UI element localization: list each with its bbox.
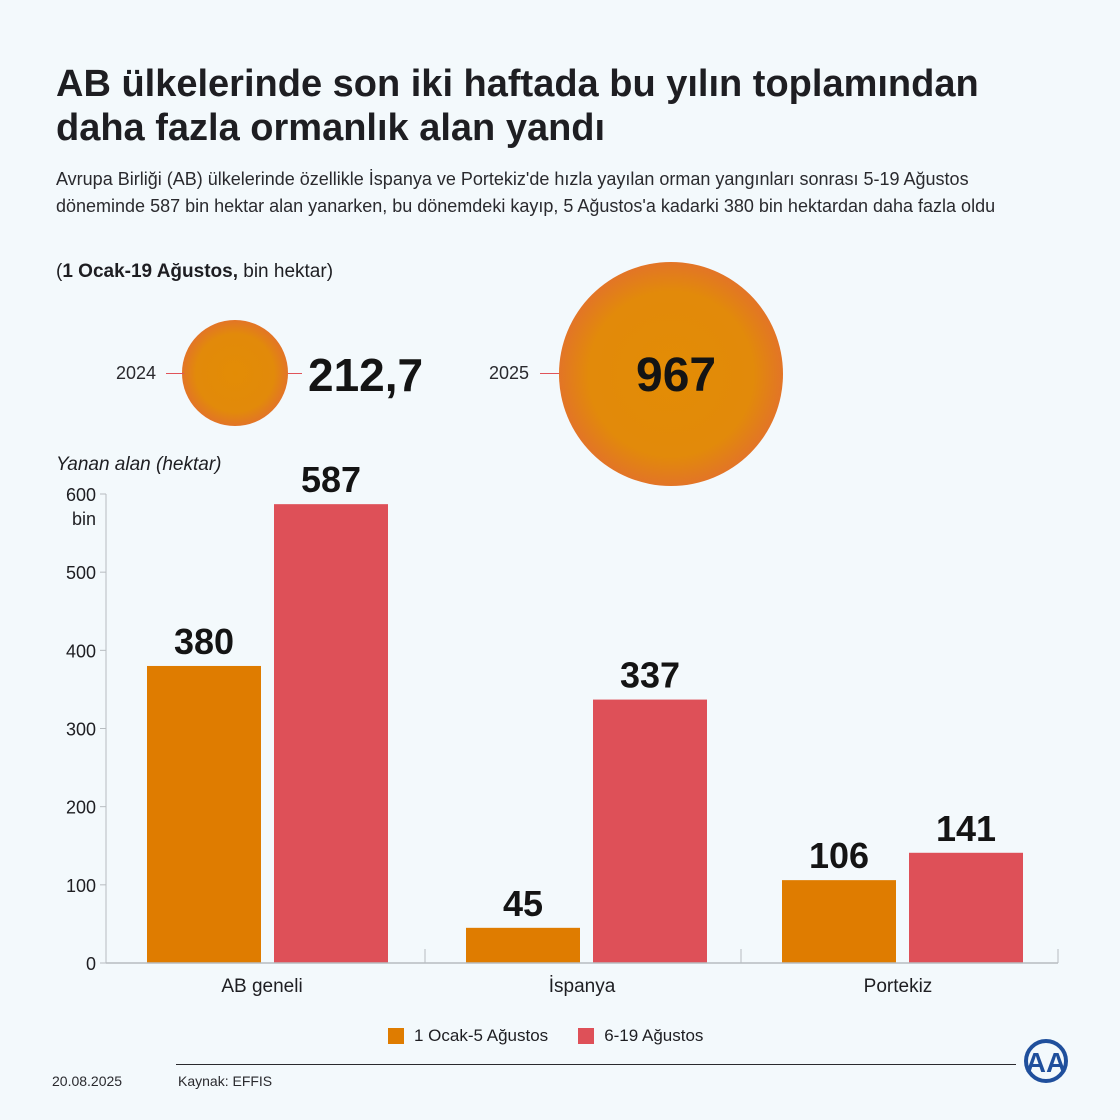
legend-swatch-series2	[578, 1028, 595, 1044]
bubble-2024-value: 212,7	[308, 349, 424, 401]
bubble-2024-right-tick	[288, 373, 302, 374]
x-category-label: Portekiz	[864, 976, 933, 997]
y-tick-label: 600	[66, 485, 96, 505]
bubble-2024	[182, 320, 288, 426]
legend-item-series2: 6-19 Ağustos	[578, 1026, 703, 1046]
footer-divider	[176, 1064, 1016, 1065]
unit-note: (1 Ocak-19 Ağustos, bin hektar)	[56, 260, 333, 284]
y-axis-unit-label: bin	[72, 509, 96, 529]
bar	[909, 852, 1023, 963]
bubble-2025	[559, 262, 783, 486]
bars: 380 587 45 337 106 141	[147, 459, 1023, 963]
bubble-2025-value: 967	[636, 349, 717, 402]
y-axis: 0 100 200 300 400 500 600 bin	[66, 485, 107, 974]
bar-value-label: 337	[620, 655, 680, 696]
aa-logo: AA	[1024, 1039, 1068, 1083]
bar-value-label: 106	[809, 835, 869, 876]
x-axis: AB geneli İspanya Portekiz	[106, 949, 1059, 997]
bar	[147, 665, 261, 963]
x-category-label: AB geneli	[221, 976, 302, 997]
y-tick-label: 0	[86, 954, 96, 974]
y-tick-label: 100	[66, 876, 96, 896]
legend-label-series2: 6-19 Ağustos	[604, 1026, 704, 1045]
y-tick-label: 400	[66, 641, 96, 661]
y-tick-label: 500	[66, 563, 96, 583]
bar-value-label: 141	[936, 808, 996, 849]
bubble-2024-year: 2024	[116, 363, 157, 383]
y-tick-label: 200	[66, 798, 96, 818]
unit-note-period: 1 Ocak-19 Ağustos,	[62, 261, 238, 282]
bar-value-label: 587	[301, 459, 361, 500]
bar-value-label: 45	[503, 883, 543, 924]
x-category-label: İspanya	[549, 976, 616, 997]
bar-chart: Yanan alan (hektar) 0 100 200 300 400 500 600 b…	[56, 454, 1059, 997]
y-axis-title: Yanan alan (hektar)	[56, 454, 221, 475]
footer-date: 20.08.2025	[52, 1073, 123, 1089]
legend-label-series1: 1 Ocak-5 Ağustos	[414, 1026, 549, 1045]
legend: 1 Ocak-5 Ağustos 6-19 Ağustos	[388, 1026, 703, 1046]
bar	[274, 504, 388, 963]
bubble-2024-left-tick	[166, 373, 184, 374]
legend-item-series1: 1 Ocak-5 Ağustos	[388, 1026, 548, 1046]
unit-note-open: (	[56, 261, 63, 282]
bubble-2025-year: 2025	[489, 363, 530, 383]
bar	[466, 927, 580, 963]
footer-source: Kaynak: EFFIS	[178, 1073, 273, 1089]
bubble-2025-left-tick	[540, 373, 559, 374]
y-tick-label: 300	[66, 720, 96, 740]
page-subtitle: Avrupa Birliği (AB) ülkelerinde özellikl…	[56, 169, 996, 216]
aa-logo-text: AA	[1026, 1047, 1066, 1078]
legend-swatch-series1	[388, 1028, 404, 1044]
bar-value-label: 380	[174, 621, 234, 662]
page-title: AB ülkelerinde son iki haftada bu yılın …	[56, 63, 979, 149]
unit-note-unit: bin hektar)	[237, 261, 334, 282]
bar	[593, 699, 707, 963]
bar	[782, 880, 896, 963]
